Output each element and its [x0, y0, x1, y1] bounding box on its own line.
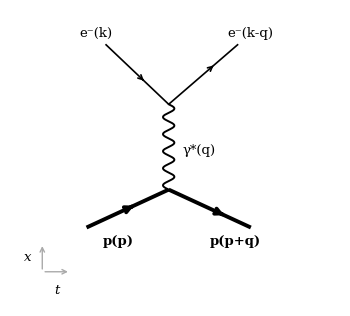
Text: p(p+q): p(p+q) — [210, 235, 261, 248]
Text: e⁻(k): e⁻(k) — [79, 27, 113, 40]
Text: p(p): p(p) — [103, 235, 134, 248]
Text: t: t — [54, 284, 59, 297]
Text: γ*(q): γ*(q) — [183, 143, 216, 157]
Text: x: x — [24, 251, 31, 264]
Text: e⁻(k-q): e⁻(k-q) — [228, 27, 274, 40]
